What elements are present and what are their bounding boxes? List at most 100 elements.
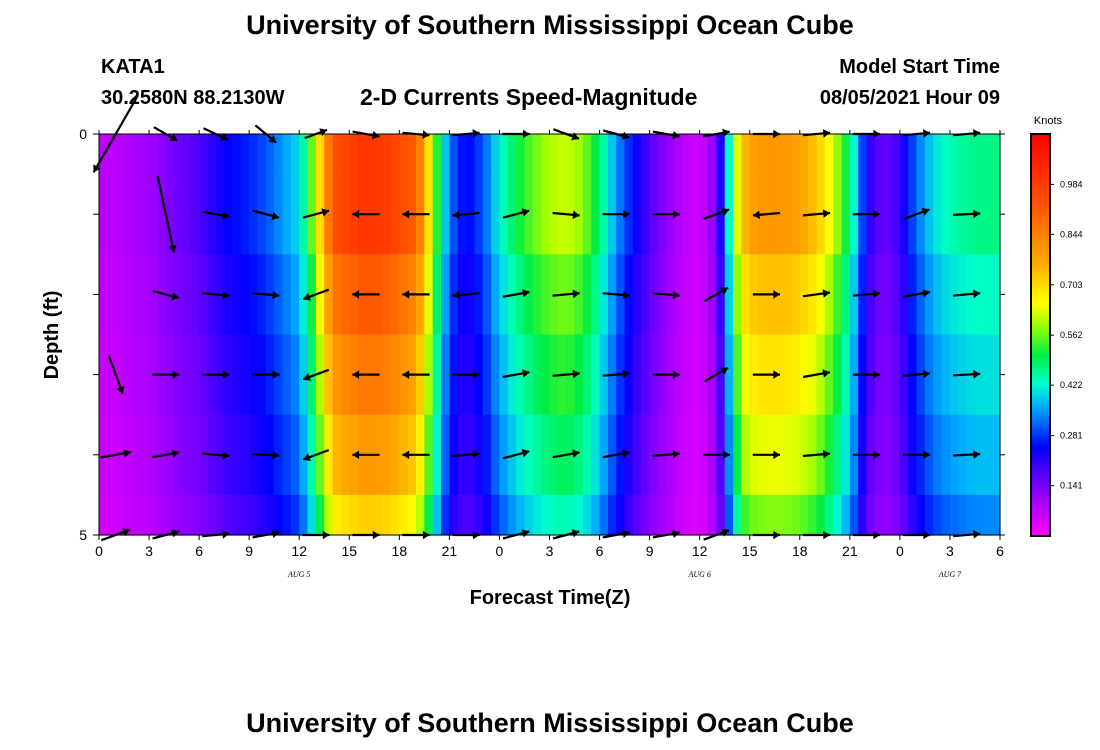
heatmap-cell	[599, 494, 609, 536]
heatmap-cell	[249, 134, 259, 175]
heatmap-cell	[491, 334, 501, 416]
x-tick-label: 9	[245, 543, 253, 559]
heatmap-cell	[599, 254, 609, 336]
heatmap-cell	[290, 334, 300, 416]
heatmap-cell	[791, 494, 801, 536]
current-vector	[252, 450, 280, 460]
heatmap-cell	[165, 134, 175, 175]
heatmap-cell	[774, 494, 784, 536]
heatmap-cell	[99, 174, 108, 255]
heatmap-cell	[724, 174, 734, 255]
heatmap-cell	[182, 134, 192, 175]
heatmap-cell	[574, 494, 584, 536]
heatmap-cell	[315, 414, 325, 496]
heatmap-cell	[524, 334, 534, 416]
heatmap-cell	[791, 174, 801, 255]
heatmap-cell	[491, 134, 501, 175]
vector-head	[171, 292, 179, 301]
date-label: AUG 7	[938, 570, 962, 579]
heatmap-cell	[140, 174, 150, 255]
current-vector	[652, 449, 680, 459]
heatmap-cell	[432, 134, 442, 175]
heatmap-cell	[766, 494, 776, 536]
heatmap-cell	[232, 414, 242, 496]
x-tick-label: 0	[496, 543, 504, 559]
heatmap-cell	[791, 414, 801, 496]
heatmap-cell	[674, 134, 684, 175]
heatmap-cell	[107, 334, 117, 416]
heatmap-cell	[974, 134, 984, 175]
vector-head	[221, 211, 230, 220]
heatmap-cell	[441, 134, 450, 175]
current-vector	[952, 370, 981, 379]
heatmap-cell	[199, 134, 209, 175]
current-vector	[502, 289, 530, 298]
model-start-time: 08/05/2021 Hour 09	[819, 87, 1000, 109]
heatmap-cell	[916, 494, 926, 536]
heatmap-cell	[532, 414, 542, 496]
heatmap-cell	[691, 254, 701, 336]
current-vector	[402, 290, 430, 299]
heatmap-cell	[841, 254, 851, 336]
heatmap-cell	[991, 494, 1001, 536]
heatmap-cell	[841, 174, 851, 255]
heatmap-cell	[282, 414, 292, 496]
heatmap-cell	[599, 134, 609, 175]
vector-head	[522, 369, 530, 378]
heatmap-cell	[157, 254, 167, 336]
heatmap-cell	[340, 134, 350, 175]
heatmap-cell	[741, 334, 751, 416]
heatmap-cell	[524, 494, 534, 536]
heatmap-cell	[482, 334, 492, 416]
heatmap-cell	[107, 134, 117, 175]
heatmap-cell	[532, 334, 542, 416]
heatmap-cell	[983, 254, 993, 336]
heatmap-cell	[324, 334, 334, 416]
x-tick-label: 3	[546, 543, 554, 559]
vector-head	[672, 290, 680, 300]
heatmap-cell	[841, 494, 851, 536]
heatmap-cell	[791, 334, 801, 416]
current-vector	[202, 451, 230, 460]
current-vector	[252, 209, 280, 221]
current-vectors	[92, 95, 981, 542]
heatmap-cell	[799, 494, 809, 536]
heatmap-cell	[282, 494, 292, 536]
heatmap-cell	[182, 334, 192, 416]
heatmap-cell	[315, 334, 325, 416]
heatmap-cell	[591, 414, 601, 496]
vector-head	[720, 367, 729, 375]
heatmap-cell	[240, 174, 250, 255]
heatmap-cell	[115, 334, 125, 416]
heatmap-cell	[315, 134, 325, 175]
heatmap-cell	[190, 414, 200, 496]
heatmap-cell	[449, 494, 459, 536]
current-vector	[452, 449, 480, 459]
heatmap-cell	[432, 174, 442, 255]
heatmap-cell	[374, 134, 384, 175]
heatmap-cell	[824, 414, 834, 496]
current-vector	[602, 290, 630, 300]
heatmap-cell	[624, 134, 634, 175]
heatmap-cell	[682, 334, 692, 416]
heatmap-cell	[708, 494, 717, 536]
current-vector	[852, 289, 881, 299]
heatmap-cell	[466, 494, 476, 536]
heatmap-cell	[541, 494, 551, 536]
vector-head	[93, 164, 101, 173]
heatmap-cell	[124, 174, 133, 255]
heatmap-cell	[199, 494, 209, 536]
heatmap-cell	[457, 134, 467, 175]
heatmap-cell	[616, 494, 626, 536]
vector-head	[773, 290, 780, 299]
heatmap-cell	[941, 174, 951, 255]
heatmap-cell	[232, 134, 242, 175]
heatmap-cell	[549, 414, 559, 496]
heatmap-cell	[858, 494, 868, 536]
vector-head	[622, 290, 630, 300]
current-vector	[452, 210, 480, 220]
vector-head	[220, 133, 229, 141]
vector-head	[723, 450, 730, 460]
vector-shaft	[156, 175, 175, 253]
heatmap-cell	[958, 494, 968, 536]
